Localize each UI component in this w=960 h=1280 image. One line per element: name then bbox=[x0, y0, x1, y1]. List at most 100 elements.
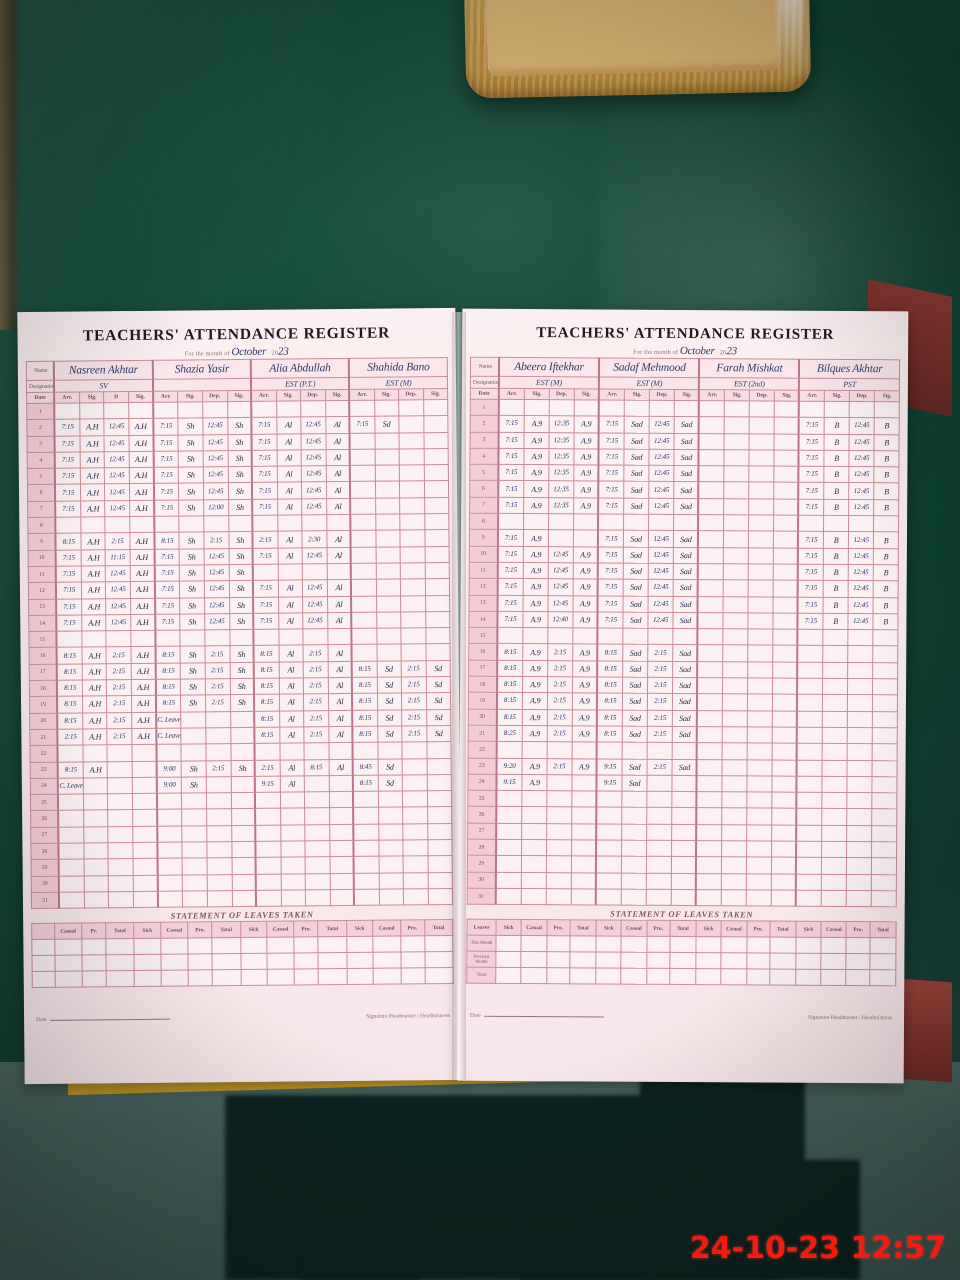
departure-cell[interactable] bbox=[748, 547, 774, 565]
arrival-cell[interactable] bbox=[697, 710, 723, 727]
signature-cell[interactable] bbox=[375, 530, 400, 547]
arrival-cell[interactable]: 7:15 bbox=[55, 582, 82, 599]
arrival-cell[interactable]: C. Leave bbox=[156, 711, 182, 729]
arrival-cell[interactable]: 8:15 bbox=[57, 712, 84, 730]
arrival-cell[interactable]: 7:15 bbox=[798, 433, 825, 451]
signature-cell[interactable]: Sd bbox=[376, 676, 402, 694]
departure-cell[interactable]: 12:45 bbox=[648, 449, 675, 466]
signature-cell[interactable] bbox=[871, 890, 897, 908]
departure-cell[interactable] bbox=[846, 792, 873, 810]
signature-cell[interactable] bbox=[774, 482, 799, 499]
arrival-cell[interactable] bbox=[350, 546, 376, 564]
leaves-cell[interactable] bbox=[721, 952, 747, 970]
signature-cell[interactable] bbox=[572, 530, 599, 547]
departure-cell[interactable] bbox=[549, 399, 574, 417]
arrival-cell[interactable] bbox=[698, 579, 724, 597]
departure-cell[interactable]: 12:45 bbox=[204, 597, 230, 614]
leaves-cell[interactable] bbox=[621, 968, 647, 985]
signature-cell[interactable] bbox=[84, 875, 109, 892]
arrival-cell[interactable]: 8:15 bbox=[597, 660, 624, 678]
signature-cell[interactable] bbox=[374, 448, 400, 466]
signature-cell[interactable] bbox=[231, 825, 256, 842]
signature-cell[interactable]: Sd bbox=[425, 660, 451, 677]
signature-cell[interactable] bbox=[822, 694, 848, 712]
arrival-cell[interactable] bbox=[156, 793, 183, 810]
departure-cell[interactable] bbox=[646, 872, 672, 890]
signature-cell[interactable] bbox=[328, 775, 354, 792]
signature-cell[interactable]: B bbox=[823, 613, 848, 630]
departure-cell[interactable] bbox=[846, 857, 872, 875]
departure-cell[interactable] bbox=[746, 792, 773, 809]
signature-cell[interactable] bbox=[723, 612, 748, 630]
departure-cell[interactable]: 2:15 bbox=[204, 662, 230, 679]
departure-cell[interactable]: 12:45 bbox=[300, 449, 326, 467]
signature-cell[interactable] bbox=[84, 842, 109, 860]
signature-cell[interactable] bbox=[822, 743, 848, 761]
leaves-cell[interactable] bbox=[54, 955, 83, 972]
signature-cell[interactable]: Sad bbox=[672, 693, 698, 711]
leaves-cell[interactable] bbox=[869, 969, 896, 987]
signature-cell[interactable]: Al bbox=[327, 661, 353, 678]
departure-cell[interactable]: 12:45 bbox=[105, 500, 130, 517]
departure-cell[interactable]: 2:15 bbox=[203, 531, 229, 549]
leaves-cell[interactable] bbox=[746, 953, 770, 970]
signature-cell[interactable]: Sad bbox=[673, 596, 699, 613]
signature-cell[interactable] bbox=[279, 792, 305, 809]
signature-cell[interactable] bbox=[423, 399, 448, 417]
arrival-cell[interactable]: 7:15 bbox=[54, 468, 81, 485]
departure-cell[interactable] bbox=[846, 825, 873, 842]
signature-cell[interactable] bbox=[81, 516, 106, 534]
leaves-cell[interactable] bbox=[721, 936, 747, 954]
arrival-cell[interactable]: 7:15 bbox=[153, 467, 179, 484]
signature-cell[interactable] bbox=[280, 808, 305, 825]
departure-cell[interactable] bbox=[301, 514, 327, 532]
signature-cell[interactable] bbox=[774, 449, 799, 467]
signature-cell[interactable] bbox=[821, 857, 847, 875]
signature-cell[interactable]: B bbox=[874, 483, 899, 500]
signature-cell[interactable] bbox=[622, 807, 647, 824]
signature-cell[interactable] bbox=[872, 776, 898, 793]
signature-cell[interactable] bbox=[181, 711, 206, 729]
arrival-cell[interactable]: 7:15 bbox=[498, 431, 525, 449]
arrival-cell[interactable]: 7:15 bbox=[251, 417, 277, 434]
departure-cell[interactable] bbox=[546, 855, 572, 873]
arrival-cell[interactable]: 7:15 bbox=[598, 562, 624, 580]
arrival-cell[interactable]: 7:15 bbox=[56, 598, 83, 616]
signature-cell[interactable]: A.H bbox=[80, 451, 105, 469]
signature-cell[interactable]: Al bbox=[328, 758, 353, 776]
arrival-cell[interactable]: 8:15 bbox=[496, 709, 523, 726]
departure-cell[interactable]: 12:45 bbox=[204, 613, 230, 630]
signature-cell[interactable] bbox=[326, 514, 351, 532]
arrival-cell[interactable] bbox=[157, 858, 183, 875]
signature-cell[interactable] bbox=[821, 873, 847, 891]
departure-cell[interactable] bbox=[747, 661, 774, 679]
signature-cell[interactable]: Sad bbox=[673, 547, 699, 564]
signature-cell[interactable] bbox=[132, 809, 158, 827]
signature-cell[interactable]: A.9 bbox=[573, 416, 600, 433]
departure-cell[interactable]: 2:15 bbox=[303, 726, 329, 744]
arrival-cell[interactable]: 7:15 bbox=[54, 451, 81, 469]
signature-cell[interactable]: Sh bbox=[180, 646, 205, 663]
arrival-cell[interactable]: 8:15 bbox=[352, 677, 378, 694]
leaves-cell[interactable] bbox=[769, 969, 796, 986]
signature-cell[interactable]: Al bbox=[328, 693, 353, 711]
arrival-cell[interactable] bbox=[349, 432, 375, 450]
departure-cell[interactable] bbox=[402, 807, 428, 824]
arrival-cell[interactable]: 7:15 bbox=[599, 416, 625, 433]
signature-cell[interactable] bbox=[773, 596, 799, 614]
arrival-cell[interactable] bbox=[351, 595, 377, 613]
signature-cell[interactable] bbox=[571, 823, 597, 840]
departure-cell[interactable]: 12:45 bbox=[300, 416, 326, 434]
signature-cell[interactable] bbox=[329, 840, 354, 857]
departure-cell[interactable] bbox=[746, 840, 773, 858]
departure-cell[interactable]: 12:45 bbox=[647, 612, 674, 629]
signature-cell[interactable]: A.H bbox=[129, 581, 156, 599]
departure-cell[interactable] bbox=[548, 513, 574, 531]
signature-cell[interactable]: A.H bbox=[83, 712, 108, 729]
leaves-cell[interactable] bbox=[346, 968, 374, 985]
signature-cell[interactable] bbox=[182, 809, 207, 826]
signature-cell[interactable] bbox=[621, 872, 647, 890]
arrival-cell[interactable]: 7:15 bbox=[598, 481, 625, 498]
leaves-cell[interactable] bbox=[621, 936, 647, 953]
arrival-cell[interactable] bbox=[351, 612, 377, 629]
